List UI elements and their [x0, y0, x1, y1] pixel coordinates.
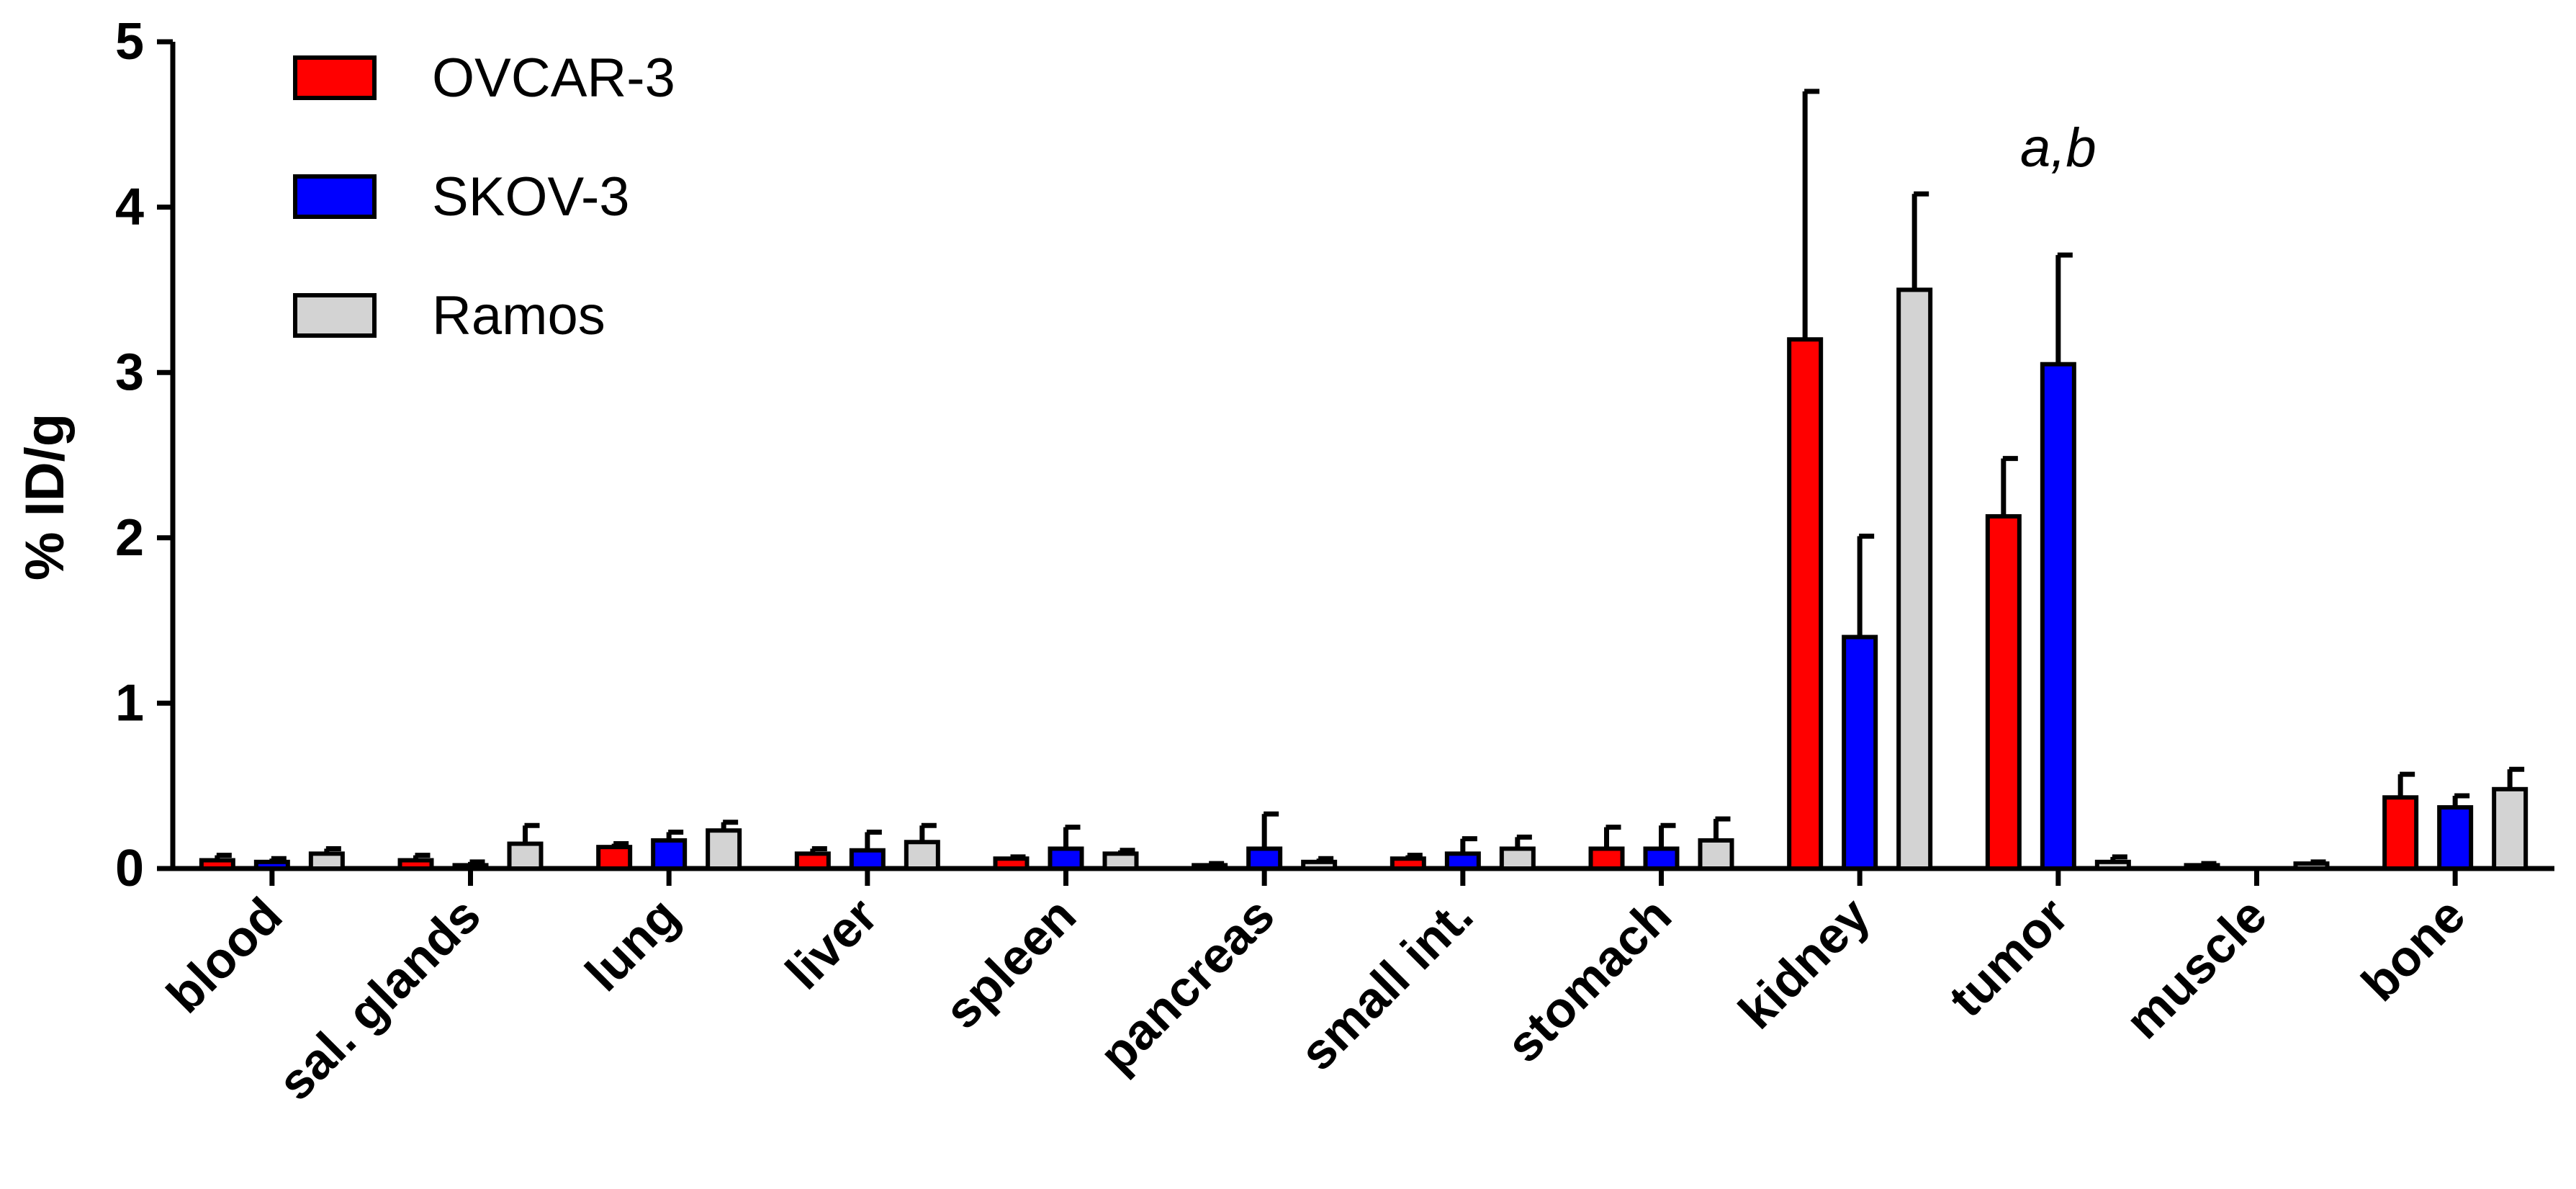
bar-ramos	[706, 828, 742, 871]
x-tick-label: stomach	[1495, 887, 1682, 1073]
significance-annotation: a,b	[2020, 117, 2097, 179]
x-tick-label: liver	[775, 887, 888, 1000]
bar-ovcar-3	[2184, 863, 2220, 871]
bar-skov-3	[1246, 846, 1283, 871]
y-tick-label: 2	[115, 509, 144, 567]
annotations: a,b	[2020, 117, 2097, 179]
bar-ovcar-3	[397, 858, 434, 871]
y-axis-label: % ID/g	[14, 413, 76, 580]
axes: 0 1 2 3 4 5	[115, 13, 2554, 897]
bar-ramos	[1102, 851, 1139, 871]
bar-ramos	[2293, 861, 2330, 871]
bar-skov-3	[651, 838, 688, 871]
x-tick-label: small int.	[1289, 887, 1484, 1081]
bar-ovcar-3	[1787, 337, 1824, 871]
legend-swatch	[293, 293, 377, 338]
y-tick-label: 4	[115, 179, 144, 236]
legend-swatch	[293, 55, 377, 100]
legend: OVCAR-3 SKOV-3 Ramos	[293, 48, 675, 346]
legend-label: OVCAR-3	[432, 48, 675, 109]
legend-label: Ramos	[432, 285, 605, 346]
bar-ovcar-3	[993, 856, 1030, 871]
y-tick-label: 5	[115, 13, 144, 71]
bar-skov-3	[2040, 362, 2076, 871]
y-tick-label: 1	[115, 674, 144, 732]
bar-ramos	[2094, 859, 2131, 871]
x-tick-label: muscle	[2115, 887, 2277, 1049]
bar-ovcar-3	[596, 845, 633, 871]
legend-swatch	[293, 174, 377, 219]
bar-skov-3	[253, 859, 290, 871]
legend-label: SKOV-3	[432, 166, 630, 228]
bar-ramos	[2492, 786, 2528, 871]
x-tick-label: blood	[156, 887, 293, 1023]
bar-ramos	[1698, 838, 1734, 871]
bar-ramos	[507, 841, 544, 871]
bars	[199, 89, 2528, 871]
x-tick-label: lung	[575, 887, 690, 1002]
x-tick-label: bone	[2351, 887, 2475, 1011]
bar-ramos	[1896, 287, 1933, 871]
x-tick-label: sal. glands	[267, 887, 491, 1111]
bar-ovcar-3	[199, 858, 235, 871]
bar-skov-3	[1048, 846, 1084, 871]
bar-ovcar-3	[2382, 795, 2419, 871]
bar-skov-3	[1444, 851, 1481, 871]
bar-skov-3	[1643, 846, 1680, 871]
bar-ovcar-3	[794, 851, 831, 871]
x-tick-label: spleen	[934, 887, 1086, 1039]
x-tick-label: kidney	[1728, 887, 1881, 1039]
bar-ramos	[308, 851, 345, 871]
bar-ovcar-3	[1390, 856, 1426, 871]
bar-ramos	[904, 840, 940, 871]
bar-skov-3	[452, 863, 489, 871]
bar-ovcar-3	[1985, 513, 2022, 871]
bar-ramos	[1499, 846, 1536, 871]
bar-ovcar-3	[1588, 846, 1625, 871]
bar-skov-3	[1842, 634, 1878, 871]
x-tick-label: pancreas	[1089, 887, 1285, 1083]
bar-ovcar-3	[1192, 863, 1228, 871]
y-tick-label: 0	[115, 840, 144, 897]
x-tick-label: tumor	[1938, 887, 2079, 1027]
y-tick-label: 3	[115, 344, 144, 401]
bar-skov-3	[2437, 805, 2474, 871]
bar-ramos	[1301, 859, 1338, 871]
bar-skov-3	[849, 848, 886, 871]
